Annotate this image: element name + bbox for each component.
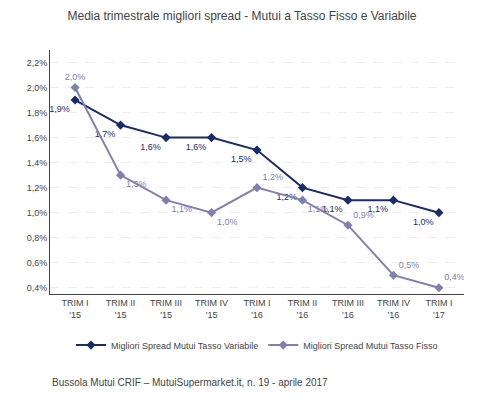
svg-text:1,3%: 1,3%: [126, 179, 147, 189]
svg-text:TRIM III'16: TRIM III'16: [332, 298, 364, 320]
svg-text:TRIM I'15: TRIM I'15: [62, 298, 89, 320]
svg-text:TRIM III'15: TRIM III'15: [150, 298, 182, 320]
svg-text:1,0%: 1,0%: [27, 208, 48, 218]
svg-text:Bussola Mutui CRIF – MutuiSupe: Bussola Mutui CRIF – MutuiSupermarket.it…: [52, 377, 328, 388]
svg-text:1,6%: 1,6%: [186, 142, 207, 152]
svg-text:1,2%: 1,2%: [27, 183, 48, 193]
svg-text:TRIM I'16: TRIM I'16: [244, 298, 271, 320]
svg-text:TRIM II'15: TRIM II'15: [106, 298, 136, 320]
svg-text:1,1%: 1,1%: [308, 204, 329, 214]
svg-text:2,0%: 2,0%: [27, 83, 48, 93]
svg-text:0,4%: 0,4%: [444, 272, 464, 282]
svg-text:1,4%: 1,4%: [27, 158, 48, 168]
svg-text:1,2%: 1,2%: [277, 192, 298, 202]
svg-text:0,4%: 0,4%: [27, 283, 48, 293]
svg-text:1,1%: 1,1%: [368, 204, 389, 214]
svg-text:0,5%: 0,5%: [399, 260, 420, 270]
svg-text:2,2%: 2,2%: [27, 58, 48, 68]
svg-text:TRIM II'16: TRIM II'16: [288, 298, 318, 320]
svg-text:1,6%: 1,6%: [140, 142, 161, 152]
svg-text:TRIM I'17: TRIM I'17: [425, 298, 452, 320]
svg-text:1,0%: 1,0%: [413, 217, 434, 227]
svg-text:1,8%: 1,8%: [27, 108, 48, 118]
svg-text:1,5%: 1,5%: [231, 154, 252, 164]
svg-text:TRIM IV'16: TRIM IV'16: [377, 298, 410, 320]
svg-text:1,6%: 1,6%: [27, 133, 48, 143]
svg-text:0,6%: 0,6%: [27, 258, 48, 268]
svg-text:1,0%: 1,0%: [217, 217, 238, 227]
svg-text:0,9%: 0,9%: [353, 210, 374, 220]
svg-text:1,1%: 1,1%: [171, 204, 192, 214]
svg-text:Migliori Spread Mutui Tasso Va: Migliori Spread Mutui Tasso Variabile: [111, 341, 258, 351]
svg-text:Media trimestrale migliori spr: Media trimestrale migliori spread - Mutu…: [67, 9, 416, 23]
svg-text:Migliori Spread Mutui Tasso Fi: Migliori Spread Mutui Tasso Fisso: [303, 341, 437, 351]
svg-text:1,1%: 1,1%: [322, 204, 343, 214]
svg-text:1,7%: 1,7%: [95, 129, 116, 139]
svg-text:1,2%: 1,2%: [262, 172, 283, 182]
svg-text:TRIM IV'15: TRIM IV'15: [195, 298, 228, 320]
svg-text:0,8%: 0,8%: [27, 233, 48, 243]
svg-text:2,0%: 2,0%: [65, 72, 86, 82]
svg-text:1,9%: 1,9%: [50, 104, 70, 114]
